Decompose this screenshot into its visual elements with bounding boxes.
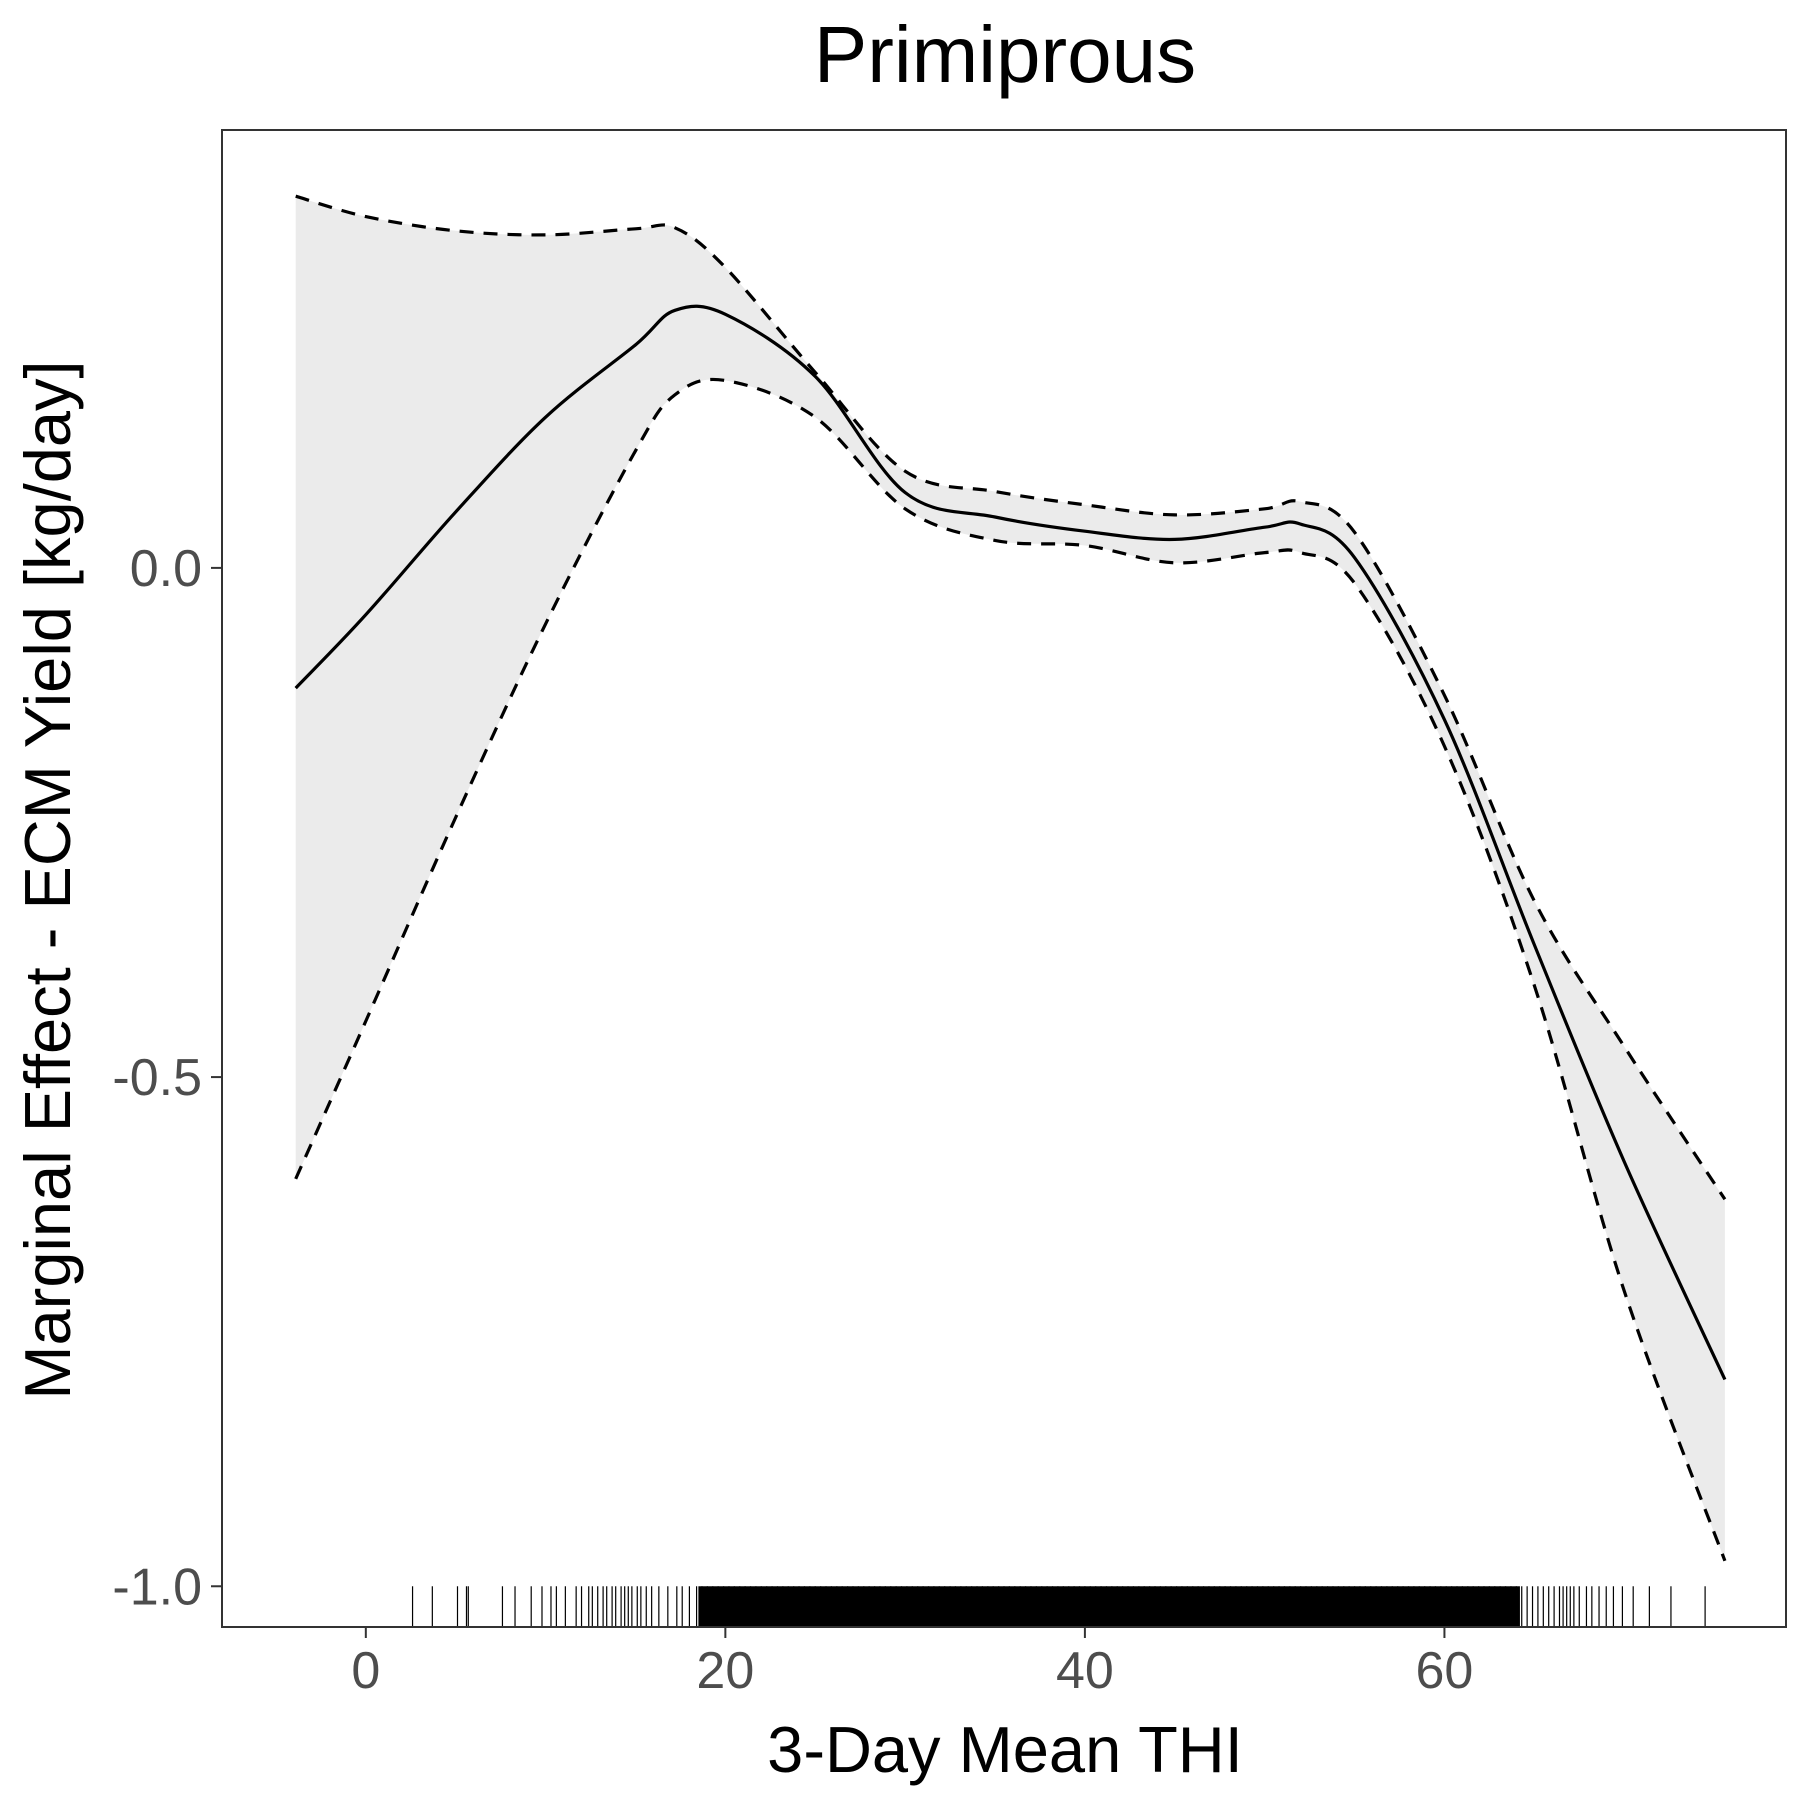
x-tick-label: 60 (1416, 1642, 1474, 1700)
upper-ci-line (295, 194, 1727, 1201)
confidence-band-layer (295, 196, 1725, 1561)
panel-border (221, 129, 1787, 1628)
x-axis-label: 3-Day Mean THI (767, 1713, 1243, 1786)
y-axis-label: Marginal Effect - ECM Yield [kg/day] (11, 360, 84, 1399)
x-tick-label: 20 (696, 1642, 754, 1700)
lower-ci-line (294, 377, 1727, 1562)
confidence-band (295, 196, 1725, 1561)
x-tick-label: 0 (351, 1642, 380, 1700)
x-tick-label: 40 (1056, 1642, 1114, 1700)
tick-layer: 0 20 40 60 -1.0 -0.5 0.0 (112, 540, 1473, 1700)
fit-line (294, 304, 1727, 1381)
y-tick-label: -0.5 (112, 1049, 202, 1107)
series-layer (294, 194, 1727, 1562)
chart-title: Primiprous (814, 10, 1196, 99)
y-tick-label: 0.0 (130, 540, 202, 598)
rug-dense-block (698, 1586, 1520, 1627)
rug-layer (411, 1586, 1706, 1627)
y-tick-label: -1.0 (112, 1558, 202, 1616)
